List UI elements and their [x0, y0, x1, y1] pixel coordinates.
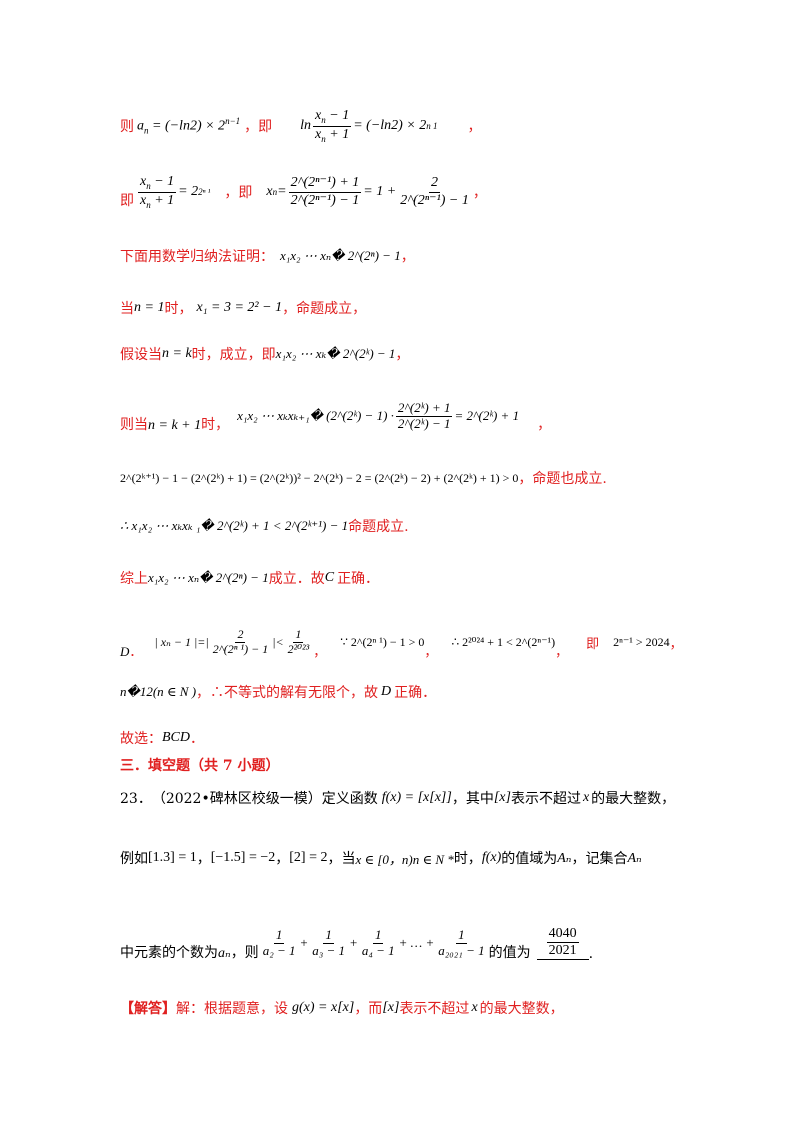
- formula: n = 1: [134, 300, 165, 315]
- text: 则: [120, 119, 134, 135]
- line-3: 下面用数学归纳法证明： x₁x₂ ⋯ xₙ� 2^(2ⁿ) − 1 ，: [120, 248, 415, 265]
- question-23-line-2: 例如 [1.3] = 1 ， [−1.5] = −2 ， [2] = 2 ，当 …: [120, 850, 642, 867]
- line-6: 则当 n = k + 1 时， x₁x₂ ⋯ xₖxₖ₊₁� (2^(2ᵏ) −…: [120, 399, 552, 433]
- line-11: n�12(n ∈ N ) ，∴不等式的解有无限个，故 D 正确．: [120, 684, 437, 701]
- text: 即: [120, 193, 134, 209]
- text: ，即: [224, 185, 253, 201]
- line-9: 综上 x₁x₂ ⋯ xₙ� 2^(2ⁿ) − 1 成立．故 C 正确．: [120, 570, 380, 587]
- line-7: 2^(2ᵏ⁺¹) − 1 − (2^(2ᵏ) + 1) = (2^(2ᵏ))² …: [120, 470, 607, 488]
- line-8: ∴ x₁x₂ ⋯ xₖxₖ ₁� 2^(2ᵏ) + 1 < 2^(2ᵏ⁺¹) −…: [120, 518, 409, 535]
- formula: x₁x₂ ⋯ xₙ� 2^(2ⁿ) − 1: [280, 248, 401, 263]
- question-23-line-3: 中元素的个数为 aₙ ，则 1 a₂ − 1 + 1 a₃ − 1 + 1 a₄ − …: [120, 925, 594, 962]
- formula: x₁ = 3 = 2² − 1: [196, 300, 283, 315]
- question-23-line-1: 23． （2022•碑林区校级一模）定义函数 f(x) = [x[x]] ，其中…: [120, 790, 676, 807]
- solution-line: 【解答】 解：根据题意，设 g(x) = x[x] ，而 [x] 表示不超过 x…: [120, 1000, 564, 1017]
- line-10: D ． | xₙ − 1 |=| 2 2^(2ⁿ ¹) − 1 |< 1 2²⁰²³…: [120, 626, 683, 660]
- formula-an: an = (−ln2) × 2n−1: [137, 116, 241, 136]
- formula: x₁x₂ ⋯ xₖxₖ₊₁� (2^(2ᵏ) − 1) · 2^(2ᵏ) + 1…: [237, 399, 520, 431]
- text: ，即: [244, 119, 273, 135]
- line-1: 则 an = (−ln2) × 2n−1 ，即 ln xn − 1 xn + 1…: [120, 106, 690, 146]
- formula-frac: xn − 1 xn + 1 = 2 2ⁿ ¹: [138, 174, 211, 210]
- text: ，: [472, 185, 487, 201]
- section-heading: 三．填空题（共 7 小题）: [120, 758, 280, 774]
- line-4: 当 n = 1 时， x₁ = 3 = 2² − 1 ，命题成立，: [120, 300, 367, 317]
- answer-blank: 4040 2021: [536, 926, 589, 961]
- text: ，: [467, 119, 482, 135]
- line-12: 故选： BCD ．: [120, 730, 204, 747]
- fraction: xn − 1 xn + 1: [313, 108, 352, 144]
- line-5: 假设当 n = k 时，成立，即 x₁x₂ ⋯ xₖ� 2^(2ᵏ) − 1 ，: [120, 346, 410, 363]
